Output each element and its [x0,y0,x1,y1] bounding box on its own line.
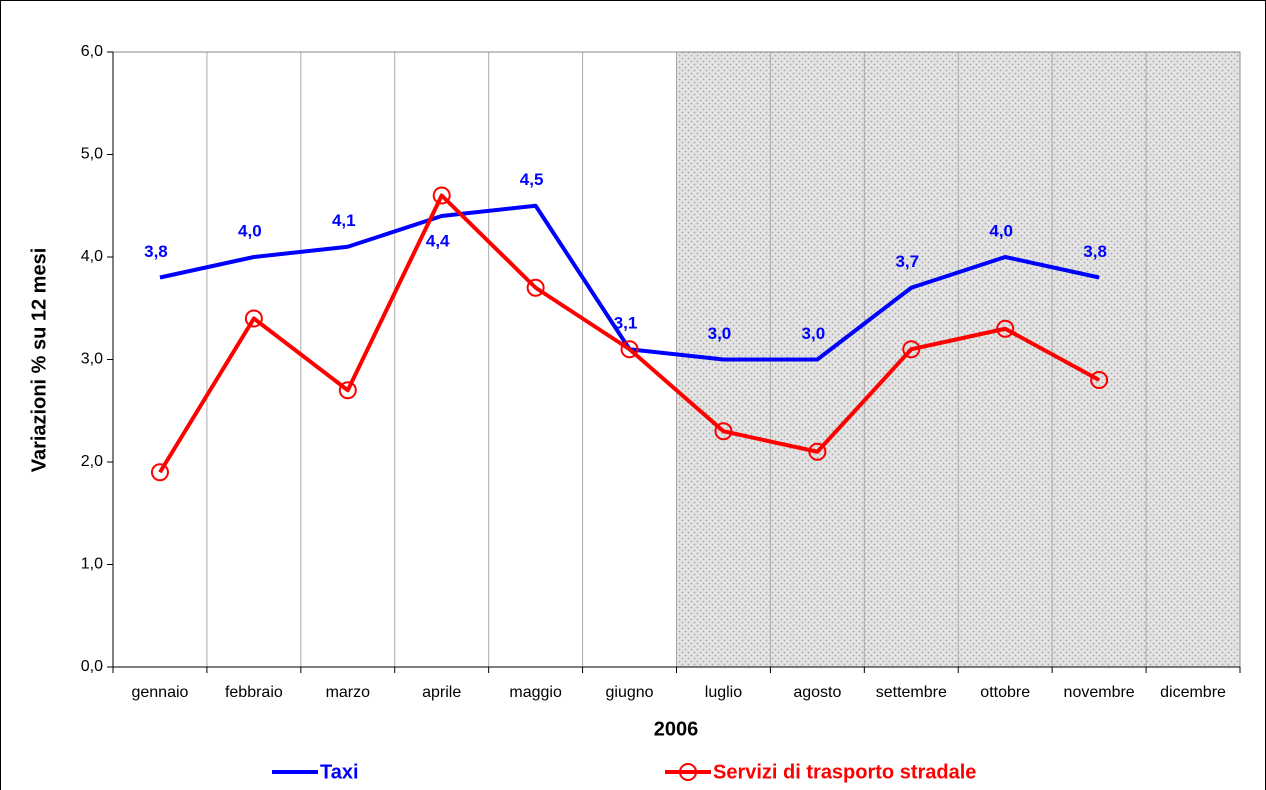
data-marker [150,463,169,482]
y-tick-label: 1,0 [81,556,103,573]
data-label: 4,4 [426,231,450,250]
data-marker [432,186,451,205]
series-line [158,193,1101,474]
data-label: 3,8 [1083,242,1107,261]
data-label: 3,0 [802,324,826,343]
data-label: 3,7 [895,252,919,271]
x-tick-label: agosto [793,684,841,701]
x-tick-label: settembre [876,684,947,701]
y-tick-label: 2,0 [81,453,103,470]
legend-label: Servizi di trasporto stradale [713,761,976,783]
data-marker [808,442,827,461]
x-axis-title: 2006 [654,718,699,740]
data-marker [996,319,1015,338]
x-tick-label: aprile [422,684,461,701]
x-tick-label: maggio [509,684,562,701]
y-tick-label: 6,0 [81,43,103,60]
data-label: 4,5 [520,170,544,189]
data-label: 3,0 [708,324,732,343]
y-tick-label: 4,0 [81,248,103,265]
y-axis-title: Variazioni % su 12 mesi [28,248,50,473]
x-tick-label: ottobre [980,684,1030,701]
legend-marker [679,763,697,781]
data-label: 4,0 [989,221,1013,240]
data-marker [714,422,733,441]
data-label: 4,0 [238,221,262,240]
data-label: 4,1 [332,211,356,230]
x-tick-label: giugno [606,684,654,701]
x-tick-label: novembre [1064,684,1135,701]
data-label: 3,1 [614,314,638,333]
data-marker [620,340,639,359]
x-tick-label: marzo [326,684,371,701]
data-marker [1090,371,1109,389]
x-tick-label: febbraio [225,684,283,701]
data-marker [526,278,545,297]
x-tick-label: luglio [705,684,742,701]
data-marker [338,381,357,400]
y-tick-label: 0,0 [81,658,103,675]
y-tick-label: 5,0 [81,146,103,163]
legend-label: Taxi [320,761,359,783]
x-tick-label: dicembre [1160,684,1226,701]
data-marker [244,309,263,328]
x-tick-label: gennaio [131,684,188,701]
data-label: 3,8 [144,242,168,261]
data-marker [902,340,921,359]
y-tick-label: 3,0 [81,351,103,368]
